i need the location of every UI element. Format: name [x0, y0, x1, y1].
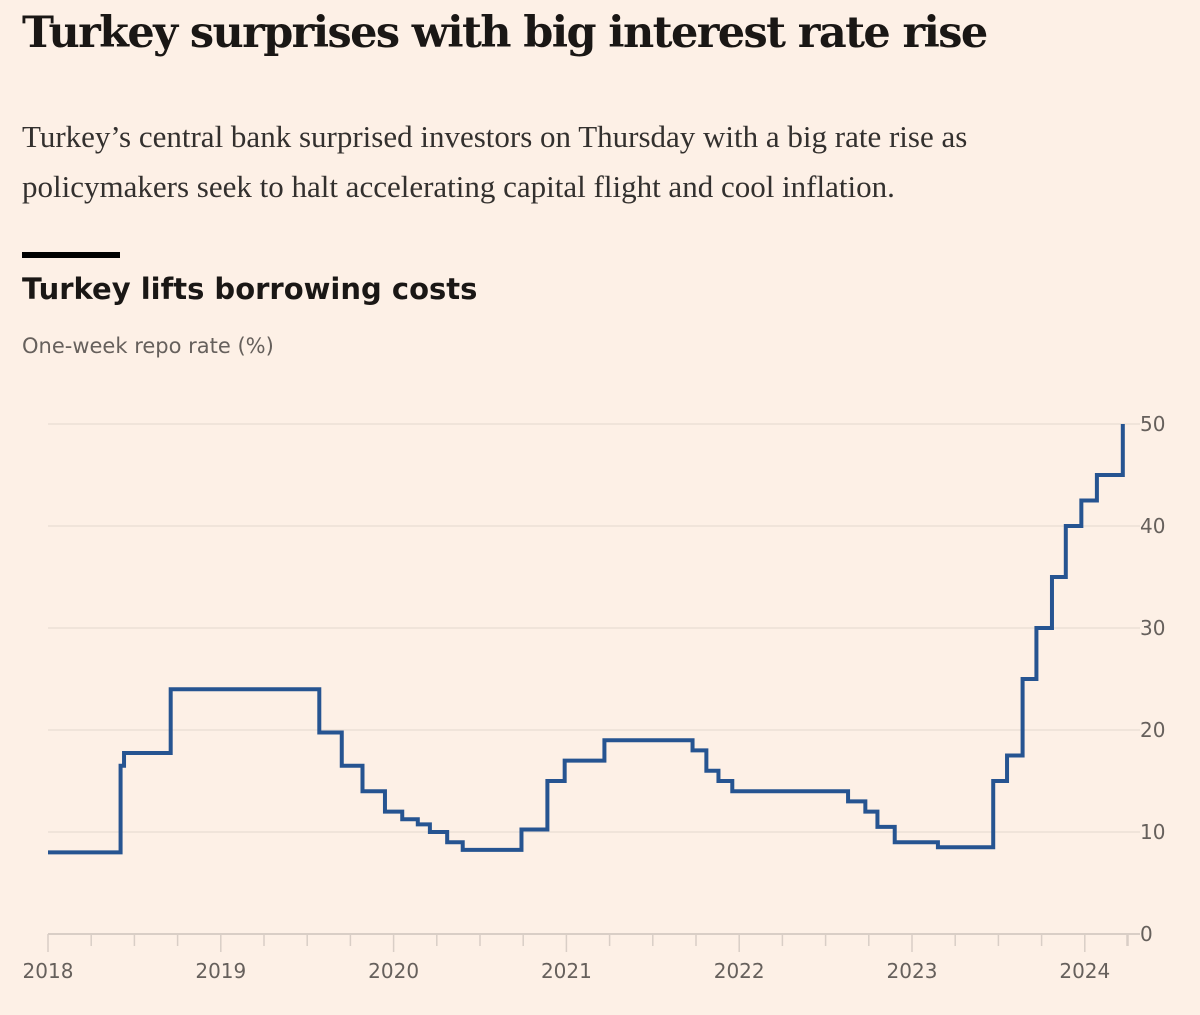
chart-subtitle: One-week repo rate (%) — [22, 334, 274, 358]
x-tick-label-2023: 2023 — [887, 959, 938, 983]
x-tick-label-2019: 2019 — [195, 959, 246, 983]
article-headline: Turkey surprises with big interest rate … — [22, 8, 988, 58]
y-tick-label-30: 30 — [1140, 616, 1165, 640]
y-tick-label-40: 40 — [1140, 514, 1165, 538]
chart-title: Turkey lifts borrowing costs — [22, 272, 478, 306]
x-axis — [47, 933, 1140, 952]
x-tick-label-2024: 2024 — [1059, 959, 1110, 983]
x-tick-label-2022: 2022 — [714, 959, 765, 983]
chart-title-rule — [22, 252, 120, 258]
x-tick-label-2020: 2020 — [368, 959, 419, 983]
series-layer — [48, 424, 1125, 855]
article-standfirst: Turkey’s central bank surprised investor… — [22, 119, 968, 204]
rate-chart: 0 10 20 30 40 50 2018 2019 2020 2021 2022 2023 2024 — [23, 412, 1166, 983]
x-tick-label-2021: 2021 — [541, 959, 592, 983]
y-tick-label-10: 10 — [1140, 820, 1165, 844]
x-axis-labels: 2018 2019 2020 2021 2022 2023 2024 — [23, 959, 1111, 983]
y-tick-label-20: 20 — [1140, 718, 1165, 742]
x-tick-label-2018: 2018 — [23, 959, 74, 983]
gridlines — [48, 423, 1140, 833]
y-tick-label-50: 50 — [1140, 412, 1165, 436]
y-axis-labels: 0 10 20 30 40 50 — [1140, 412, 1165, 946]
series-line-0 — [48, 424, 1125, 855]
y-tick-label-0: 0 — [1140, 922, 1153, 946]
